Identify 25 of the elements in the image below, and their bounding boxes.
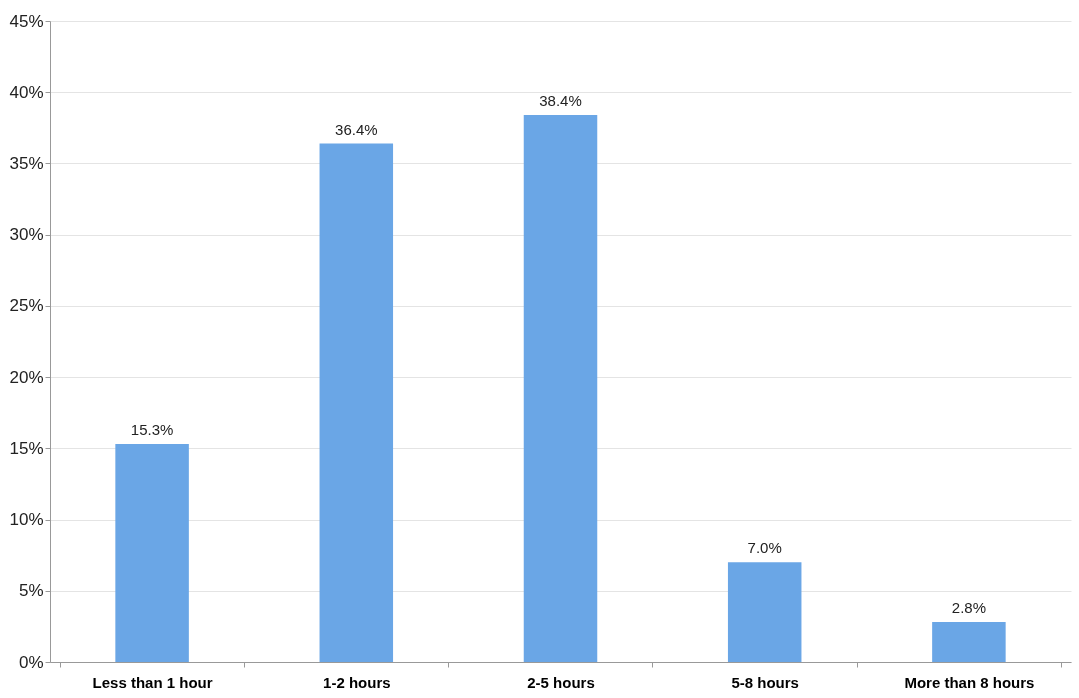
- data-label: 2.8%: [951, 599, 986, 617]
- y-tick-label: 25%: [9, 296, 44, 316]
- y-tick-label: 35%: [9, 153, 44, 173]
- y-tick-label: 20%: [9, 367, 44, 387]
- x-tick-label: 1-2 hours: [323, 673, 391, 691]
- x-tick-label: Less than 1 hour: [92, 673, 213, 691]
- y-tick-label: 45%: [9, 11, 44, 31]
- bar: [319, 143, 394, 662]
- y-tick-label: 0%: [18, 652, 44, 672]
- y-tick-label: 5%: [18, 581, 44, 601]
- bar: [932, 622, 1006, 662]
- bar: [523, 115, 598, 662]
- y-tick-label: 30%: [9, 225, 44, 245]
- data-label: 15.3%: [130, 421, 174, 439]
- bar: [727, 562, 802, 662]
- data-label: 7.0%: [747, 539, 782, 557]
- bar: [115, 444, 189, 662]
- data-label: 38.4%: [539, 92, 582, 110]
- x-tick-label: 5-8 hours: [731, 673, 799, 691]
- y-tick-label: 40%: [9, 82, 44, 102]
- x-tick-label: 2-5 hours: [527, 673, 595, 691]
- x-tick-label: More than 8 hours: [904, 673, 1035, 691]
- y-tick-label: 15%: [9, 438, 44, 458]
- y-tick-label: 10%: [9, 510, 44, 530]
- data-label: 36.4%: [335, 120, 378, 138]
